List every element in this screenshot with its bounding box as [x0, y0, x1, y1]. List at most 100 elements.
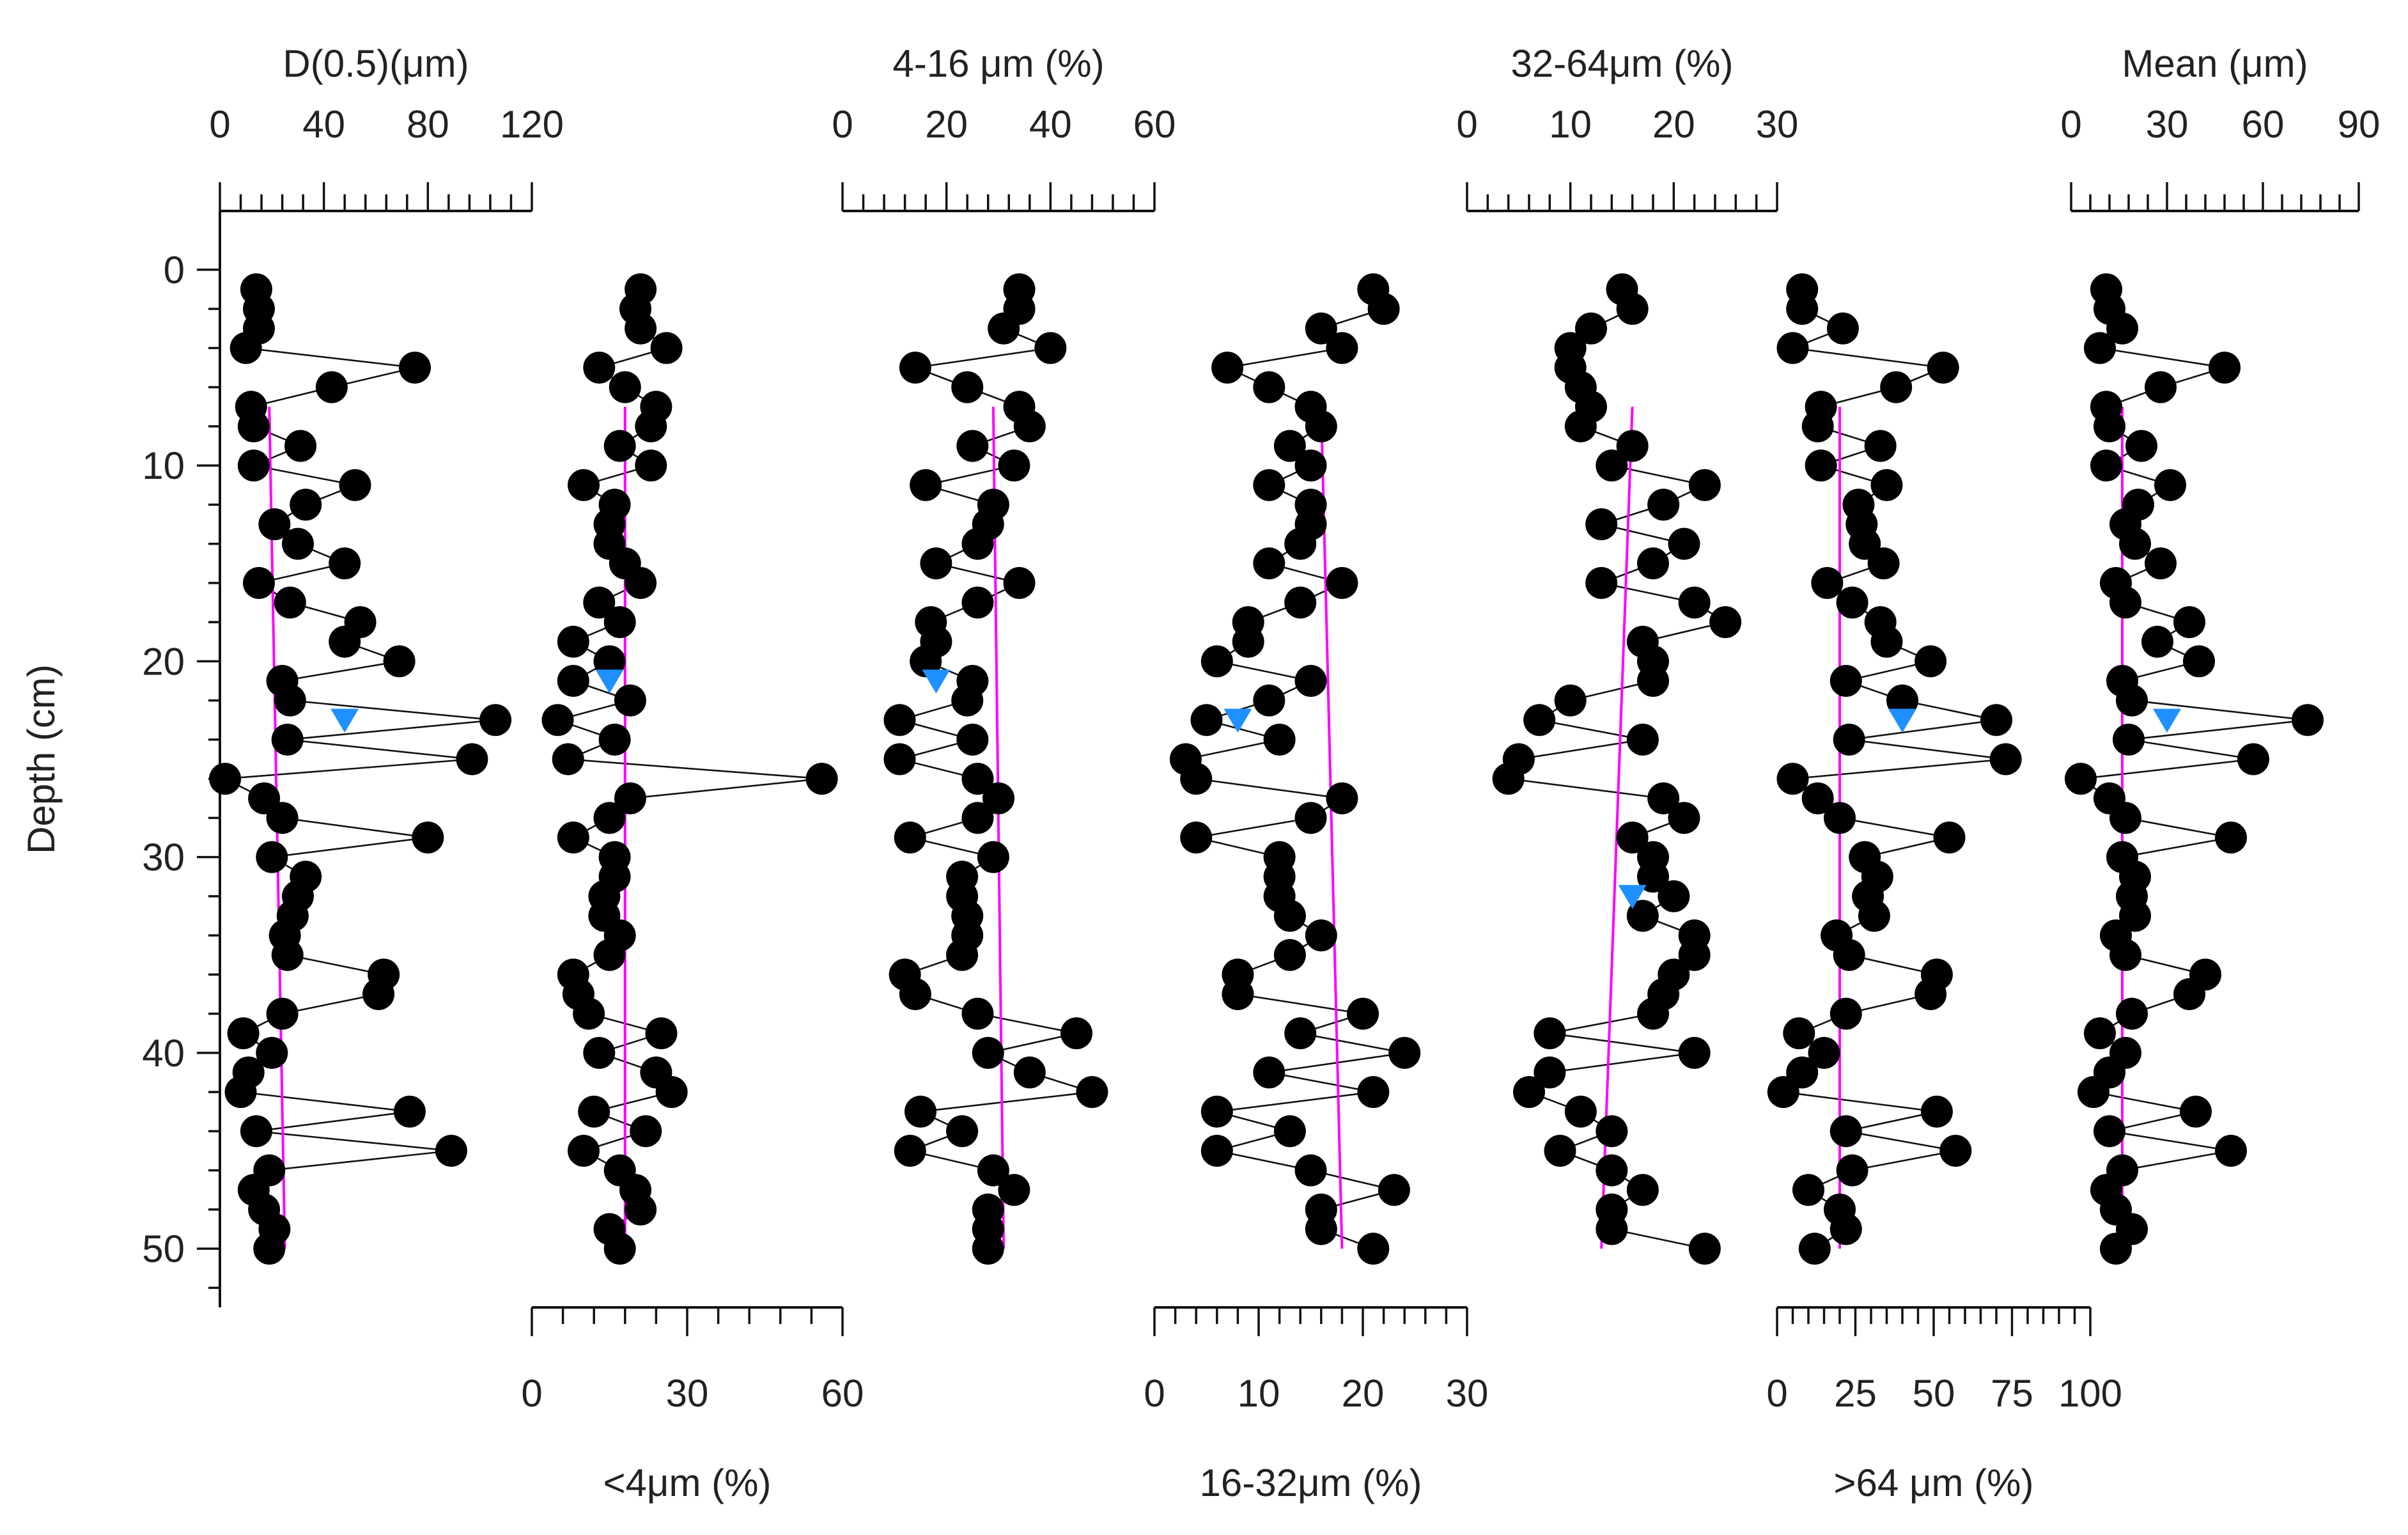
x-tick-label: 80 — [407, 103, 449, 146]
data-point — [920, 547, 952, 580]
data-point — [1273, 939, 1306, 971]
data-point — [557, 822, 589, 853]
data-point — [290, 488, 322, 521]
data-point — [2173, 978, 2205, 1010]
data-point — [1880, 371, 1913, 403]
data-point — [961, 527, 994, 560]
data-point — [2173, 606, 2205, 639]
profile-line — [1507, 288, 1728, 1250]
data-point — [961, 802, 994, 834]
data-point — [435, 1135, 467, 1167]
data-point — [552, 743, 584, 775]
data-point — [2141, 625, 2173, 658]
data-point — [1284, 527, 1317, 560]
data-point — [2125, 430, 2157, 462]
panel-p16_32: 0 10 20 30 16-32μm (%) — [1144, 273, 1488, 1504]
data-point — [598, 723, 631, 756]
data-point — [630, 1115, 662, 1148]
trend-line — [1319, 407, 1344, 1249]
data-point — [1596, 1213, 1628, 1245]
data-point — [1688, 469, 1721, 501]
depth-tick-label: 40 — [142, 1032, 185, 1075]
x-tick-label: 20 — [1342, 1372, 1385, 1415]
data-point — [614, 684, 646, 717]
data-point — [1870, 469, 1903, 501]
data-point — [329, 625, 361, 658]
data-point — [258, 508, 291, 540]
data-point — [1980, 704, 2012, 736]
data-point — [2078, 1076, 2109, 1109]
data-point — [1836, 586, 1868, 619]
data-point — [2090, 449, 2122, 482]
data-point — [1915, 978, 1947, 1010]
data-point — [603, 1233, 636, 1265]
panel-p4_16: 0 20 40 60 4-16 μm (%) — [832, 42, 1176, 1265]
data-point — [1678, 939, 1711, 971]
data-point — [456, 743, 488, 775]
data-point — [1808, 1036, 1840, 1069]
data-point — [557, 665, 589, 697]
data-point — [1824, 802, 1856, 834]
data-point — [2109, 939, 2141, 971]
x-tick-label: 0 — [1766, 1372, 1787, 1415]
x-axis-title: <4μm (%) — [603, 1461, 772, 1504]
data-point — [412, 822, 444, 853]
data-point — [2237, 743, 2269, 775]
data-point — [1626, 723, 1659, 756]
data-point — [2106, 312, 2138, 345]
data-point — [541, 704, 574, 736]
data-point — [1585, 508, 1618, 540]
data-point — [1637, 861, 1669, 893]
data-point — [956, 723, 989, 756]
x-axis-title: >64 μm (%) — [1834, 1461, 2034, 1504]
x-tick-label: 0 — [832, 103, 853, 146]
data-point — [1596, 1154, 1628, 1187]
x-axis-title: Mean (μm) — [2122, 42, 2308, 85]
data-point — [2093, 1115, 2125, 1148]
data-point — [625, 312, 657, 345]
data-point — [399, 352, 431, 384]
panel-lt4: 0 30 60 <4μm (%) — [521, 273, 864, 1504]
data-point — [977, 841, 1009, 873]
breakpoint-marker — [922, 669, 951, 694]
data-point — [2119, 900, 2151, 932]
data-point — [1305, 1213, 1337, 1245]
data-point — [1616, 822, 1649, 853]
breakpoint-marker — [1618, 885, 1647, 909]
data-point — [1616, 430, 1649, 462]
data-point — [894, 822, 926, 853]
data-point — [2093, 410, 2125, 442]
data-point — [1792, 1174, 1824, 1206]
data-point — [1305, 919, 1337, 952]
data-point — [2084, 332, 2116, 364]
data-point — [237, 449, 270, 482]
data-point — [1637, 547, 1669, 580]
breakpoint-marker — [2153, 708, 2181, 733]
data-point — [593, 802, 626, 834]
data-point — [1829, 997, 1862, 1030]
data-point — [2145, 371, 2177, 403]
data-point — [393, 1095, 426, 1128]
data-point — [583, 586, 616, 619]
data-point — [1596, 1115, 1628, 1148]
x-tick-label: 60 — [821, 1372, 864, 1415]
data-point — [983, 782, 1014, 814]
x-tick-label: 30 — [2146, 103, 2189, 146]
data-point — [625, 566, 657, 599]
data-point — [2065, 763, 2097, 795]
data-point — [1783, 1017, 1815, 1050]
x-axis-title: 32-64μm (%) — [1511, 42, 1734, 85]
x-tick-label: 0 — [521, 1372, 542, 1415]
data-point — [362, 978, 395, 1010]
data-point — [1326, 332, 1358, 364]
data-point — [1544, 1135, 1576, 1167]
data-point — [256, 841, 288, 873]
data-point — [1284, 586, 1317, 619]
data-point — [1927, 352, 1959, 384]
data-point — [1294, 449, 1327, 482]
data-point — [1060, 1017, 1092, 1050]
data-point — [1829, 1213, 1862, 1245]
data-point — [956, 430, 989, 462]
trend-line — [1600, 407, 1634, 1249]
